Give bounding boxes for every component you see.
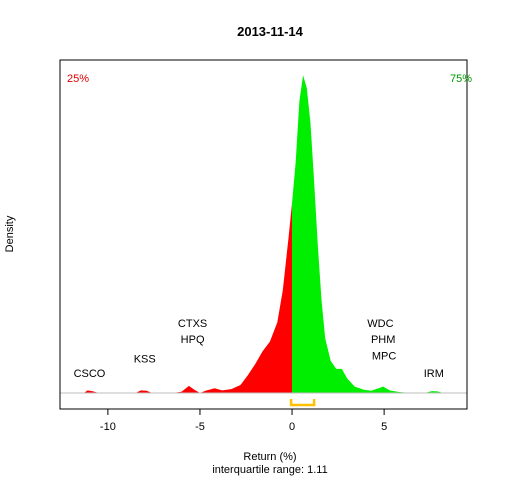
plot-area (60, 75, 467, 407)
ticker-label: PHM (371, 334, 395, 346)
left-quantile-label: 25% (67, 73, 89, 85)
x-tick-label: 0 (289, 421, 295, 433)
x-tick-label: 5 (381, 421, 387, 433)
ticker-label: HPQ (181, 334, 205, 346)
ticker-label: CTXS (178, 318, 207, 330)
ticker-label: IRM (424, 368, 444, 380)
density-left-area (83, 203, 293, 393)
y-axis-label: Density (4, 215, 16, 252)
plot-frame (59, 59, 468, 410)
annotation-labels: CSCO KSS CTXS HPQ WDC PHM MPC IRM (74, 318, 444, 380)
x-tick-label: -10 (100, 421, 116, 433)
x-axis-sublabel: interquartile range: 1.11 (212, 464, 327, 476)
x-axis: -10 -5 0 5 (100, 409, 387, 433)
iqr-bracket (289, 399, 316, 407)
chart-title: 2013-11-14 (237, 24, 304, 39)
x-axis-label: Return (%) (243, 451, 296, 463)
ticker-label: WDC (367, 318, 393, 330)
ticker-label: MPC (372, 350, 397, 362)
density-right-area (292, 75, 444, 393)
ticker-label: KSS (134, 354, 156, 366)
x-tick-label: -5 (195, 421, 205, 433)
ticker-label: CSCO (74, 368, 106, 380)
right-quantile-label: 75% (450, 73, 472, 85)
